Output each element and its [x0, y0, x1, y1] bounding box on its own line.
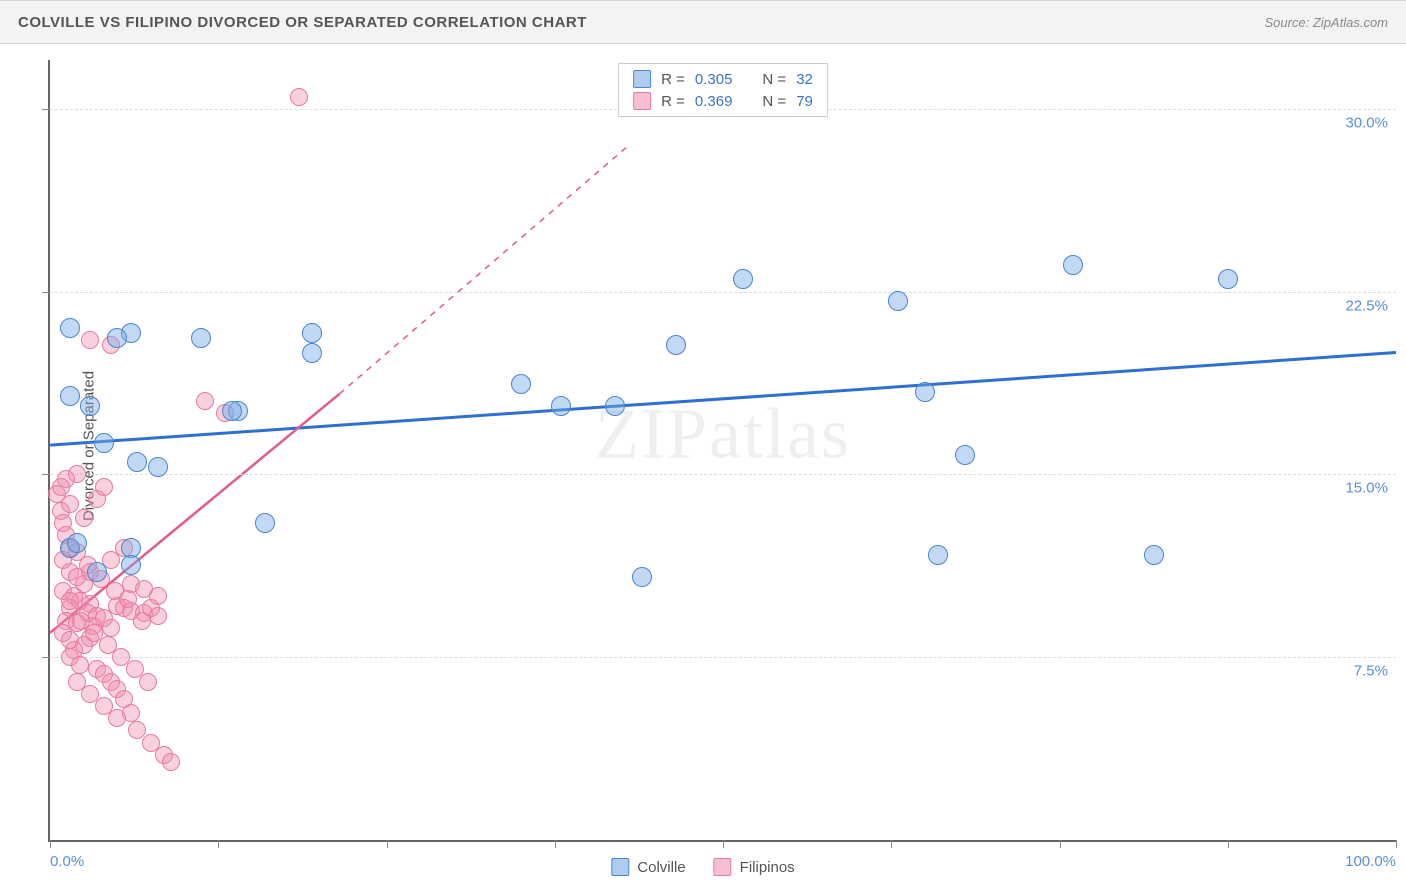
data-point: [52, 478, 70, 496]
legend-r-value: 0.369: [695, 93, 733, 110]
data-point: [107, 328, 127, 348]
x-tick: [1396, 840, 1397, 848]
data-point: [95, 478, 113, 496]
data-point: [148, 457, 168, 477]
gridline: [50, 657, 1396, 658]
y-tick: [42, 474, 50, 475]
data-point: [733, 269, 753, 289]
legend-series: Colville Filipinos: [611, 858, 794, 876]
data-point: [666, 335, 686, 355]
data-point: [196, 392, 214, 410]
legend-r-label: R =: [661, 71, 685, 88]
x-axis-min-label: 0.0%: [50, 853, 84, 870]
data-point: [133, 612, 151, 630]
data-point: [94, 433, 114, 453]
y-tick-label: 15.0%: [1345, 480, 1388, 497]
data-point: [149, 607, 167, 625]
data-point: [127, 452, 147, 472]
data-point: [60, 386, 80, 406]
legend-n-value: 79: [796, 93, 813, 110]
data-point: [61, 631, 79, 649]
chart-container: COLVILLE VS FILIPINO DIVORCED OR SEPARAT…: [0, 0, 1406, 892]
x-tick: [218, 840, 219, 848]
chart-header: COLVILLE VS FILIPINO DIVORCED OR SEPARAT…: [0, 0, 1406, 44]
legend-swatch: [633, 92, 651, 110]
data-point: [81, 331, 99, 349]
data-point: [61, 592, 79, 610]
data-point: [915, 382, 935, 402]
chart-source: Source: ZipAtlas.com: [1264, 15, 1388, 30]
data-point: [605, 396, 625, 416]
x-tick: [50, 840, 51, 848]
data-point: [1063, 255, 1083, 275]
x-tick: [891, 840, 892, 848]
trend-lines-layer: [50, 60, 1396, 840]
x-tick: [387, 840, 388, 848]
x-tick: [1228, 840, 1229, 848]
data-point: [119, 590, 137, 608]
plot-area: ZIPatlas R =0.305N =32R =0.369N =79 0.0%…: [48, 60, 1396, 842]
data-point: [60, 318, 80, 338]
data-point: [75, 509, 93, 527]
data-point: [71, 656, 89, 674]
data-point: [139, 673, 157, 691]
trend-line: [339, 145, 628, 394]
data-point: [102, 619, 120, 637]
data-point: [551, 396, 571, 416]
data-point: [191, 328, 211, 348]
chart-title: COLVILLE VS FILIPINO DIVORCED OR SEPARAT…: [18, 14, 587, 31]
trend-line: [50, 353, 1396, 446]
legend-label: Filipinos: [740, 859, 795, 876]
y-tick-label: 30.0%: [1345, 114, 1388, 131]
data-point: [1218, 269, 1238, 289]
legend-swatch: [714, 858, 732, 876]
legend-item: Colville: [611, 858, 685, 876]
data-point: [928, 545, 948, 565]
legend-n-value: 32: [796, 71, 813, 88]
legend-n-label: N =: [762, 93, 786, 110]
y-tick-label: 22.5%: [1345, 297, 1388, 314]
legend-r-label: R =: [661, 93, 685, 110]
watermark: ZIPatlas: [595, 393, 851, 476]
data-point: [888, 291, 908, 311]
data-point: [67, 533, 87, 553]
legend-correlation: R = 0.305 N = 32 R = 0.369 N = 79: [618, 63, 828, 117]
data-point: [68, 673, 86, 691]
legend-swatch: [611, 858, 629, 876]
data-point: [121, 555, 141, 575]
data-point: [149, 587, 167, 605]
x-tick: [555, 840, 556, 848]
data-point: [290, 88, 308, 106]
data-point: [255, 513, 275, 533]
data-point: [632, 567, 652, 587]
data-point: [162, 753, 180, 771]
data-point: [222, 401, 242, 421]
data-point: [80, 396, 100, 416]
x-tick: [1060, 840, 1061, 848]
legend-n-label: N =: [762, 71, 786, 88]
x-axis-max-label: 100.0%: [1345, 853, 1396, 870]
data-point: [302, 343, 322, 363]
legend-row: R = 0.305 N = 32: [633, 70, 813, 88]
legend-label: Colville: [637, 859, 685, 876]
legend-item: Filipinos: [714, 858, 795, 876]
legend-row: R = 0.369 N = 79: [633, 92, 813, 110]
gridline: [50, 474, 1396, 475]
y-tick-label: 7.5%: [1354, 663, 1388, 680]
data-point: [955, 445, 975, 465]
data-point: [87, 562, 107, 582]
legend-swatch: [633, 70, 651, 88]
data-point: [302, 323, 322, 343]
y-tick: [42, 292, 50, 293]
legend-r-value: 0.305: [695, 71, 733, 88]
y-tick: [42, 657, 50, 658]
data-point: [61, 495, 79, 513]
data-point: [511, 374, 531, 394]
y-tick: [42, 109, 50, 110]
gridline: [50, 292, 1396, 293]
x-tick: [723, 840, 724, 848]
data-point: [1144, 545, 1164, 565]
data-point: [108, 709, 126, 727]
